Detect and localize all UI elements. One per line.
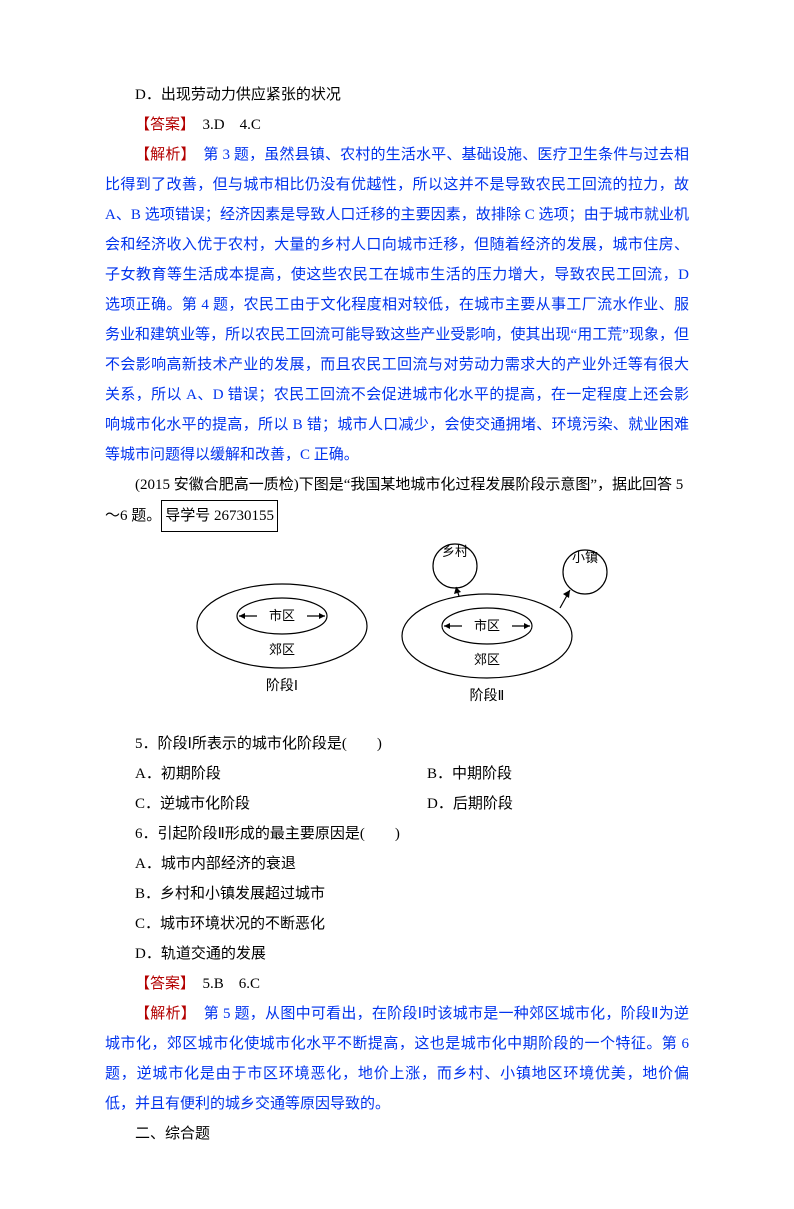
stage-diagram: 市区 郊区 阶段Ⅰ 市区 郊区 乡村 小镇 — [105, 538, 689, 719]
diagram-stage1-label: 阶段Ⅰ — [266, 678, 298, 694]
q5-opt-d: D．后期阶段 — [397, 789, 689, 819]
diagram-town-label: 小镇 — [572, 550, 598, 565]
answer-34-text: 3.D 4.C — [188, 117, 261, 133]
analysis-56-text: 第 5 题，从图中可看出，在阶段Ⅰ时该城市是一种郊区城市化，阶段Ⅱ为逆城市化，郊… — [105, 1006, 689, 1112]
diagram-suburb-2: 郊区 — [474, 652, 500, 667]
q5-opt-b: B．中期阶段 — [397, 759, 689, 789]
diagram-stage2-label: 阶段Ⅱ — [470, 688, 505, 704]
answer-label-56: 【答案】 — [135, 976, 188, 992]
answer-block-34: 【答案】 3.D 4.C — [105, 110, 689, 140]
analysis-block-34: 【解析】 第 3 题，虽然县镇、农村的生活水平、基础设施、医疗卫生条件与过去相比… — [105, 140, 689, 470]
diagram-suburb-1: 郊区 — [269, 642, 295, 657]
q5-opt-a: A．初期阶段 — [105, 759, 397, 789]
q5-options: A．初期阶段 B．中期阶段 C．逆城市化阶段 D．后期阶段 — [105, 759, 689, 819]
q6-stem: 6．引起阶段Ⅱ形成的最主要原因是( ) — [105, 819, 689, 849]
q6-options: A．城市内部经济的衰退 B．乡村和小镇发展超过城市 C．城市环境状况的不断恶化 … — [105, 849, 689, 969]
q5-opt-c: C．逆城市化阶段 — [105, 789, 397, 819]
q5-stem: 5．阶段Ⅰ所表示的城市化阶段是( ) — [105, 729, 689, 759]
q6-opt-d: D．轨道交通的发展 — [105, 939, 689, 969]
option-d-line: D．出现劳动力供应紧张的状况 — [105, 80, 689, 110]
analysis-block-56: 【解析】 第 5 题，从图中可看出，在阶段Ⅰ时该城市是一种郊区城市化，阶段Ⅱ为逆… — [105, 999, 689, 1119]
study-number-box: 导学号 26730155 — [161, 500, 278, 532]
q6-opt-a: A．城市内部经济的衰退 — [105, 849, 689, 879]
analysis-label-56: 【解析】 — [135, 1006, 189, 1022]
answer-56-text: 5.B 6.C — [188, 976, 261, 992]
q6-opt-b: B．乡村和小镇发展超过城市 — [105, 879, 689, 909]
document-page: D．出现劳动力供应紧张的状况 【答案】 3.D 4.C 【解析】 第 3 题，虽… — [0, 0, 794, 1209]
diagram-city-2: 市区 — [474, 618, 500, 633]
q6-opt-c: C．城市环境状况的不断恶化 — [105, 909, 689, 939]
answer-label: 【答案】 — [135, 117, 188, 133]
analysis-34-text: 第 3 题，虽然县镇、农村的生活水平、基础设施、医疗卫生条件与过去相比得到了改善… — [105, 147, 689, 463]
intro-56: (2015 安徽合肥高一质检)下图是“我国某地城市化过程发展阶段示意图”，据此回… — [105, 470, 689, 532]
analysis-label: 【解析】 — [135, 147, 188, 163]
diagram-village-label: 乡村 — [442, 544, 468, 559]
answer-block-56: 【答案】 5.B 6.C — [105, 969, 689, 999]
section-2-heading: 二、综合题 — [105, 1119, 689, 1149]
diagram-city-1: 市区 — [269, 608, 295, 623]
